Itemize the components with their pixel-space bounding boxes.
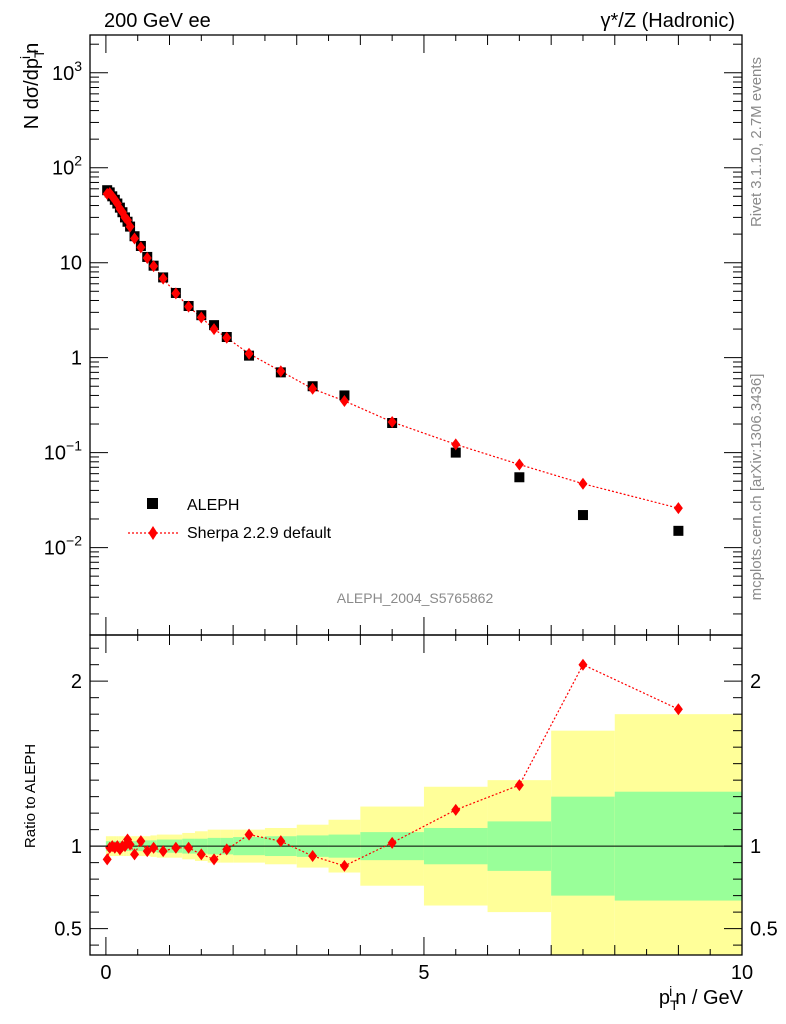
ratio-point	[102, 853, 112, 866]
y-tick-label: 1	[71, 348, 82, 370]
legend: ALEPH Sherpa 2.2.9 default	[128, 497, 332, 542]
mc-point	[149, 260, 159, 273]
y-tick-label: 10−1	[44, 438, 82, 465]
analysis-id: ALEPH_2004_S5765862	[337, 590, 494, 606]
data-point	[450, 447, 461, 458]
ratio-y-tick-label-right: 0.5	[750, 919, 778, 941]
ratio-point	[136, 835, 146, 848]
x-tick-label: 0	[100, 962, 111, 984]
ratio-frame	[89, 634, 743, 956]
y-tick-label: 102	[52, 153, 82, 180]
data-point	[514, 472, 525, 483]
y-tick-base: 10	[44, 538, 66, 560]
mc-point	[276, 365, 286, 378]
mc-point	[136, 241, 146, 254]
mc-line	[107, 192, 679, 509]
legend-label-aleph: ALEPH	[187, 497, 239, 514]
ratio-point	[276, 835, 286, 848]
ratio-point	[578, 658, 588, 671]
ratio-point	[158, 845, 168, 858]
legend-marker-sherpa	[148, 526, 158, 540]
data-point	[673, 525, 684, 536]
ratio-point	[451, 803, 461, 816]
mc-point	[387, 416, 397, 429]
header-right: γ*/Z (Hadronic)	[601, 10, 735, 32]
ratio-y-tick-label-left: 2	[71, 671, 82, 693]
y-tick-label: 103	[52, 58, 82, 85]
header-left: 200 GeV ee	[104, 10, 211, 32]
ratio-point	[130, 848, 140, 861]
legend-label-sherpa: Sherpa 2.2.9 default	[187, 525, 332, 542]
legend-marker-aleph	[147, 498, 158, 509]
mc-point	[222, 331, 232, 344]
ratio-y-tick-label-left: 0.5	[54, 919, 82, 941]
y-tick-exp: 2	[74, 153, 82, 169]
main-frame	[89, 34, 743, 636]
mc-point	[171, 287, 181, 300]
mc-point	[158, 272, 168, 285]
mc-point	[578, 477, 588, 490]
ratio-y-tick-label-right: 1	[750, 836, 761, 858]
mc-point	[244, 347, 254, 360]
y-tick-exp: −2	[66, 533, 82, 549]
ratio-panel	[102, 658, 683, 872]
mc-point	[196, 311, 206, 324]
mc-point	[142, 252, 152, 265]
ratio-point	[387, 836, 397, 849]
y-tick-exp: 3	[74, 58, 82, 74]
y-tick-base: 10	[44, 443, 66, 465]
ratio-point	[184, 841, 194, 854]
mc-point	[514, 458, 524, 471]
rivet-label: Rivet 3.1.10, 2.7M events	[748, 57, 765, 227]
mc-point	[130, 232, 140, 245]
mc-point	[209, 323, 219, 336]
ratio-point	[244, 828, 254, 841]
y-tick-base: 10	[52, 158, 74, 180]
ratio-point	[209, 853, 219, 866]
mc-point	[308, 382, 318, 395]
ratio-ylabel: Ratio to ALEPH	[22, 744, 39, 848]
mc-point	[673, 502, 683, 515]
ratio-point	[339, 859, 349, 872]
mc-point	[451, 438, 461, 451]
ratio-point	[222, 843, 232, 856]
y-tick-label: 10	[60, 253, 82, 275]
main-panel	[102, 185, 684, 536]
ratio-point	[196, 848, 206, 861]
x-axis-label: pTi n / GeV	[659, 983, 744, 1013]
x-tick-label: 5	[418, 962, 429, 984]
ratio-point	[514, 779, 524, 792]
ratio-y-tick-label-right: 2	[750, 671, 761, 693]
ratio-point	[149, 841, 159, 854]
main-ylabel: N dσ/dpTin	[17, 43, 47, 130]
mc-point	[125, 220, 135, 233]
y-tick-base: 10	[52, 63, 74, 85]
ratio-point	[171, 841, 181, 854]
y-tick-label: 10−2	[44, 533, 82, 560]
ratio-bands	[90, 714, 742, 955]
mc-point	[339, 394, 349, 407]
data-point	[577, 510, 588, 521]
y-tick-exp: −1	[66, 438, 82, 454]
mcplots-label: mcplots.cern.ch [arXiv:1306.3436]	[748, 374, 765, 601]
ratio-y-tick-label-left: 1	[71, 836, 82, 858]
ratio-point	[308, 850, 318, 863]
x-tick-label: 10	[731, 962, 753, 984]
ratio-point	[673, 703, 683, 716]
mc-point	[184, 300, 194, 313]
ratio-point	[125, 838, 135, 851]
